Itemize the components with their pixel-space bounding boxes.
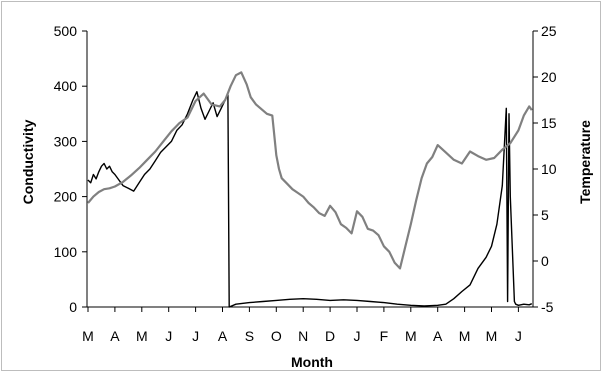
y-left-tick-label: 0 [69,299,77,315]
y-right-tick-label: 25 [541,23,557,39]
x-tick-label: O [271,328,282,344]
y-right-tick-label: 10 [541,161,557,177]
x-tick-label: J [515,328,522,344]
x-tick-label: M [136,328,148,344]
y-left-tick-label: 500 [54,23,78,39]
x-tick-label: M [459,328,471,344]
y-right-tick-label: 5 [541,207,549,223]
y-right-tick-label: -5 [541,299,554,315]
x-tick-label: A [218,328,228,344]
x-tick-label: J [165,328,172,344]
x-tick-label: A [433,328,443,344]
x-tick-label: F [380,328,389,344]
conductivity-series-line [87,90,533,308]
y-left-tick-label: 300 [54,133,78,149]
y-right-tick-label: 20 [541,69,557,85]
y-left-tick-label: 200 [54,189,78,205]
y-right-tick-label: 0 [541,253,549,269]
x-tick-label: D [325,328,335,344]
axes [82,30,538,312]
x-tick-label: M [82,328,94,344]
series-layer [87,71,533,308]
x-tick-label: A [110,328,120,344]
temperature-series-line [87,71,533,270]
x-tick-label: S [245,328,254,344]
y-axis-right-title: Temperature [577,120,593,204]
x-tick-label: N [298,328,308,344]
y-right-tick-label: 15 [541,115,557,131]
x-tick-label: M [486,328,498,344]
y-axis-left-title: Conductivity [20,119,36,204]
y-left-tick-label: 400 [54,78,78,94]
x-tick-label: J [354,328,361,344]
y-left-tick-label: 100 [54,244,78,260]
x-tick-label: J [192,328,199,344]
x-axis-title: Month [291,354,333,370]
x-tick-label: M [405,328,417,344]
